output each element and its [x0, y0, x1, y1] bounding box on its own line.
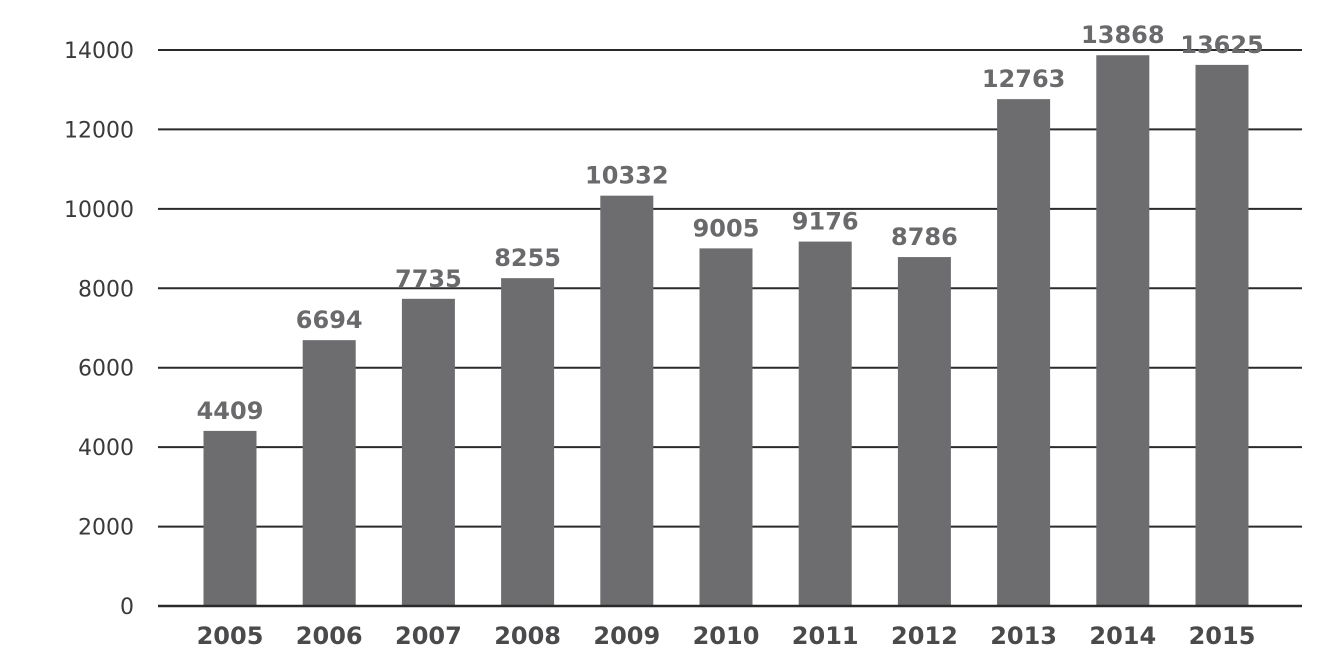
- data-label-2005: 4409: [197, 397, 264, 425]
- x-tick-label-2007: 2007: [395, 622, 462, 650]
- bar-2015: [1195, 64, 1249, 606]
- data-label-2010: 9005: [693, 214, 760, 242]
- x-tick-label-2015: 2015: [1189, 622, 1256, 650]
- x-tick-label-2011: 2011: [792, 622, 859, 650]
- x-tick-label-2014: 2014: [1089, 622, 1156, 650]
- y-tick-label: 0: [120, 595, 134, 620]
- bar-2009: [600, 195, 654, 606]
- data-label-2012: 8786: [891, 223, 958, 251]
- x-tick-label-2010: 2010: [693, 622, 760, 650]
- x-axis-ticks: 2005 2006 2007 2008 2009 2010 2011 2012 2013 2014…: [197, 622, 1256, 650]
- bar-2014: [1096, 55, 1150, 606]
- x-tick-label-2008: 2008: [494, 622, 561, 650]
- bar-2010: [699, 248, 753, 606]
- data-label-2015: 13625: [1180, 31, 1264, 59]
- bar-2008: [501, 278, 555, 606]
- y-tick-label: 12000: [64, 118, 134, 143]
- data-label-2013: 12763: [982, 65, 1066, 93]
- data-label-2014: 13868: [1081, 21, 1165, 49]
- y-axis-ticks: 0 2000 4000 6000 8000 10000 12000 14000: [64, 39, 134, 620]
- x-tick-label-2006: 2006: [296, 622, 363, 650]
- data-label-2006: 6694: [296, 306, 363, 334]
- bar-2012: [897, 257, 951, 606]
- y-tick-label: 4000: [78, 436, 134, 461]
- y-tick-label: 10000: [64, 198, 134, 223]
- bars: [203, 55, 1249, 606]
- bar-2007: [401, 298, 455, 606]
- data-label-2009: 10332: [585, 162, 669, 190]
- y-tick-label: 6000: [78, 357, 134, 382]
- x-tick-label-2013: 2013: [990, 622, 1057, 650]
- y-tick-label: 2000: [78, 516, 134, 541]
- x-tick-label-2012: 2012: [891, 622, 958, 650]
- data-label-2011: 9176: [792, 208, 859, 236]
- y-tick-label: 8000: [78, 277, 134, 302]
- x-tick-label-2005: 2005: [197, 622, 264, 650]
- x-tick-label-2009: 2009: [593, 622, 660, 650]
- bar-2005: [203, 430, 257, 606]
- data-label-2007: 7735: [395, 265, 462, 293]
- bar-2006: [302, 340, 356, 606]
- bar-2011: [798, 241, 852, 606]
- data-labels: 4409 6694 7735 8255 10332 9005 9176 8786 12763 13…: [197, 21, 1264, 425]
- bar-2013: [997, 99, 1051, 606]
- y-tick-label: 14000: [64, 39, 134, 64]
- data-label-2008: 8255: [494, 244, 561, 272]
